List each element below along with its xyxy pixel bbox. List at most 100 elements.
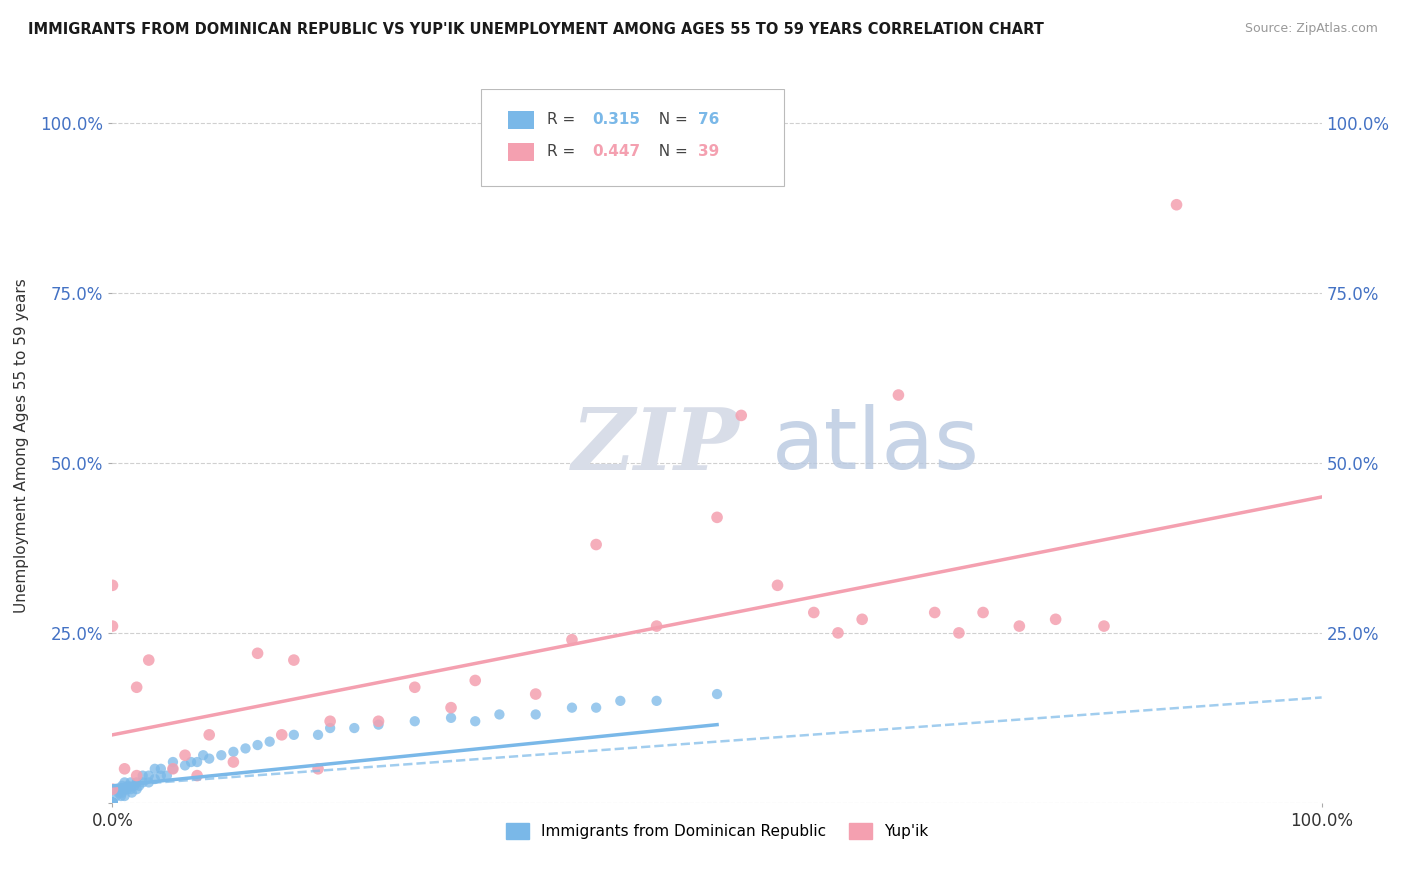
Point [162, 755, 184, 769]
Point [186, 755, 208, 769]
Point [561, 700, 583, 714]
Point [524, 707, 547, 722]
Point [174, 758, 197, 772]
Point [585, 700, 607, 714]
Point [138, 653, 160, 667]
Point [1166, 198, 1188, 212]
Point [440, 711, 463, 725]
Point [924, 606, 946, 620]
Point [186, 769, 208, 783]
Point [101, 796, 124, 810]
Point [367, 717, 389, 731]
Point [827, 626, 849, 640]
FancyBboxPatch shape [481, 89, 783, 186]
Point [110, 782, 132, 797]
Point [125, 782, 148, 797]
Point [156, 769, 179, 783]
Point [851, 612, 873, 626]
Point [125, 775, 148, 789]
Point [101, 796, 124, 810]
Point [585, 537, 607, 551]
Point [101, 796, 124, 810]
Point [114, 789, 136, 803]
Point [143, 762, 166, 776]
Point [609, 694, 631, 708]
Bar [508, 143, 534, 161]
Point [101, 578, 124, 592]
Text: ZIP: ZIP [572, 404, 740, 488]
Point [246, 646, 269, 660]
Point [101, 796, 124, 810]
Point [307, 728, 329, 742]
Legend: Immigrants from Dominican Republic, Yup'ik: Immigrants from Dominican Republic, Yup'… [499, 817, 935, 845]
Point [367, 714, 389, 729]
Point [105, 782, 128, 797]
Point [101, 796, 124, 810]
Point [706, 510, 728, 524]
Point [198, 728, 221, 742]
Point [101, 796, 124, 810]
Text: IMMIGRANTS FROM DOMINICAN REPUBLIC VS YUP'IK UNEMPLOYMENT AMONG AGES 55 TO 59 YE: IMMIGRANTS FROM DOMINICAN REPUBLIC VS YU… [28, 22, 1045, 37]
Text: 76: 76 [697, 112, 718, 128]
Point [121, 786, 143, 800]
Point [972, 606, 994, 620]
Point [105, 789, 128, 803]
Point [101, 796, 124, 810]
Point [162, 762, 184, 776]
Point [887, 388, 910, 402]
Point [198, 751, 221, 765]
Point [107, 786, 129, 800]
Point [101, 796, 124, 810]
Point [101, 796, 124, 810]
Point [766, 578, 789, 592]
Text: Source: ZipAtlas.com: Source: ZipAtlas.com [1244, 22, 1378, 36]
Point [101, 796, 124, 810]
Point [132, 775, 155, 789]
Point [120, 775, 142, 789]
Text: atlas: atlas [772, 404, 980, 488]
Point [101, 796, 124, 810]
Point [803, 606, 825, 620]
Point [319, 721, 342, 735]
Text: 39: 39 [697, 145, 718, 160]
Point [283, 728, 305, 742]
Point [117, 779, 139, 793]
Point [120, 782, 142, 797]
Point [209, 748, 232, 763]
Text: N =: N = [650, 145, 693, 160]
Point [149, 769, 172, 783]
Point [125, 769, 148, 783]
Point [174, 748, 197, 763]
Point [114, 762, 136, 776]
Point [464, 714, 486, 729]
Point [259, 734, 281, 748]
Point [464, 673, 486, 688]
Point [128, 779, 150, 793]
Point [101, 796, 124, 810]
Point [110, 789, 132, 803]
Point [114, 782, 136, 797]
Point [246, 738, 269, 752]
Point [319, 714, 342, 729]
Point [125, 680, 148, 694]
Point [706, 687, 728, 701]
Point [948, 626, 970, 640]
Point [107, 782, 129, 797]
Point [101, 796, 124, 810]
Point [138, 775, 160, 789]
Point [101, 796, 124, 810]
Point [561, 632, 583, 647]
Point [101, 782, 124, 797]
Point [1092, 619, 1115, 633]
Point [180, 755, 202, 769]
Point [307, 762, 329, 776]
Point [122, 779, 145, 793]
Point [404, 714, 426, 729]
Text: R =: R = [547, 112, 579, 128]
Y-axis label: Unemployment Among Ages 55 to 59 years: Unemployment Among Ages 55 to 59 years [14, 278, 30, 614]
Point [111, 779, 134, 793]
Point [404, 680, 426, 694]
Point [101, 796, 124, 810]
Text: 0.447: 0.447 [592, 145, 641, 160]
Point [101, 796, 124, 810]
